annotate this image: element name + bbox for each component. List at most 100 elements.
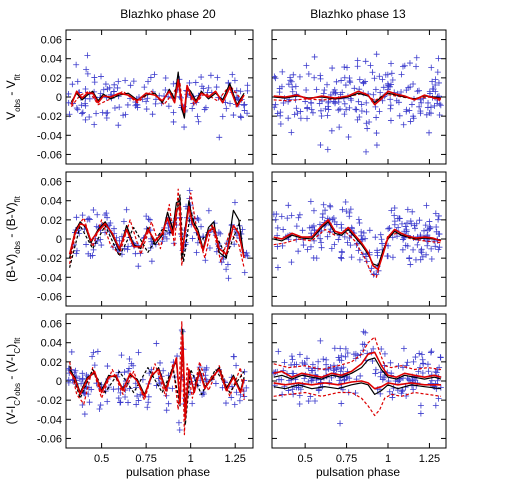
observation-point: [426, 218, 433, 225]
observation-point: [301, 375, 308, 382]
observation-point: [151, 71, 158, 78]
observation-point: [360, 229, 367, 236]
observation-point: [410, 113, 417, 120]
fit-curve-fit-black-dashed: [69, 194, 242, 268]
observation-point: [145, 78, 152, 85]
observation-point: [404, 206, 411, 213]
observation-point: [104, 214, 111, 221]
panel-plot-area: [66, 52, 251, 141]
observation-point: [338, 255, 345, 262]
observation-point: [336, 124, 343, 131]
observation-point: [296, 351, 303, 358]
observation-point: [350, 351, 357, 358]
observation-point: [342, 353, 349, 360]
observation-point: [415, 368, 422, 375]
fit-curve-fit-black: [69, 200, 245, 259]
observation-point: [317, 337, 324, 344]
observation-point: [285, 115, 292, 122]
observation-point: [289, 370, 296, 377]
observation-point: [285, 387, 292, 394]
fit-curve-fit-red: [70, 79, 245, 114]
observation-point: [87, 253, 94, 260]
y-tick-label: -0.04: [37, 414, 62, 426]
observation-point: [384, 80, 391, 87]
fit-curve-fit-red-dashed: [273, 228, 442, 278]
observation-point: [300, 242, 307, 249]
observation-point: [303, 87, 310, 94]
observation-point: [435, 79, 442, 86]
y-axis-label-row-2: (V-IC)obs - (V-IC)fit: [4, 337, 22, 424]
observation-point: [241, 107, 248, 114]
observation-point: [308, 377, 315, 384]
observation-point: [308, 106, 315, 113]
observation-point: [362, 78, 369, 85]
observation-point: [296, 73, 303, 80]
observation-point: [428, 377, 435, 384]
observation-point: [410, 246, 417, 253]
panel-plot-area: [66, 321, 250, 436]
observation-point: [233, 362, 240, 369]
observation-point: [389, 254, 396, 261]
observation-point: [144, 95, 151, 102]
observation-point: [199, 391, 206, 398]
observation-point: [149, 111, 156, 118]
observation-point: [104, 86, 111, 93]
observation-point: [79, 109, 86, 116]
observation-point: [86, 113, 93, 120]
observation-point: [275, 348, 282, 355]
x-tick-label: 0.5: [297, 453, 312, 465]
fit-curve-fit-red-dashed: [273, 391, 442, 417]
observation-point: [335, 236, 342, 243]
observation-point: [348, 254, 355, 261]
observation-point: [399, 364, 406, 371]
observation-point: [272, 104, 278, 111]
observation-point: [387, 96, 394, 103]
x-tick-label: 1.25: [224, 453, 245, 465]
observation-point: [132, 102, 139, 109]
observation-point: [135, 349, 142, 356]
observation-point: [276, 89, 283, 96]
observation-point: [379, 376, 386, 383]
fit-curve-fit-red: [68, 205, 245, 259]
observation-point: [181, 124, 188, 131]
observation-point: [84, 52, 91, 59]
observation-point: [202, 376, 209, 383]
y-label-part: (V-I: [4, 406, 18, 425]
observation-point: [141, 84, 148, 91]
observation-point: [83, 241, 90, 248]
observation-point: [313, 86, 320, 93]
column-title-left: Blazhko phase 20: [120, 7, 216, 21]
observation-point: [412, 354, 419, 361]
observation-point: [432, 368, 439, 375]
observation-point: [322, 207, 329, 214]
observation-point: [414, 241, 421, 248]
observation-point: [435, 212, 442, 219]
observation-point: [428, 64, 435, 71]
observation-point: [98, 73, 105, 80]
observation-point: [125, 368, 132, 375]
observation-point: [111, 81, 118, 88]
observation-point: [317, 141, 324, 148]
observation-point: [329, 216, 336, 223]
observation-point: [386, 388, 393, 395]
observation-point: [416, 87, 423, 94]
observation-point: [231, 401, 238, 408]
observation-point: [325, 365, 332, 372]
observation-point: [309, 367, 316, 374]
observation-point: [105, 384, 112, 391]
observation-point: [339, 206, 346, 213]
observation-point: [356, 219, 363, 226]
observation-point: [274, 264, 281, 271]
observation-point: [421, 227, 427, 234]
observation-point: [342, 82, 349, 89]
fit-curve-fit-black: [70, 71, 245, 119]
observation-point: [241, 101, 248, 108]
observation-point: [425, 99, 432, 106]
observation-point: [66, 111, 73, 118]
observation-point: [288, 353, 295, 360]
panel-plot-area: [272, 328, 444, 427]
observation-point: [115, 122, 122, 129]
observation-point: [426, 88, 433, 95]
observation-point: [424, 242, 431, 249]
fit-curve-fit-black: [273, 221, 442, 267]
